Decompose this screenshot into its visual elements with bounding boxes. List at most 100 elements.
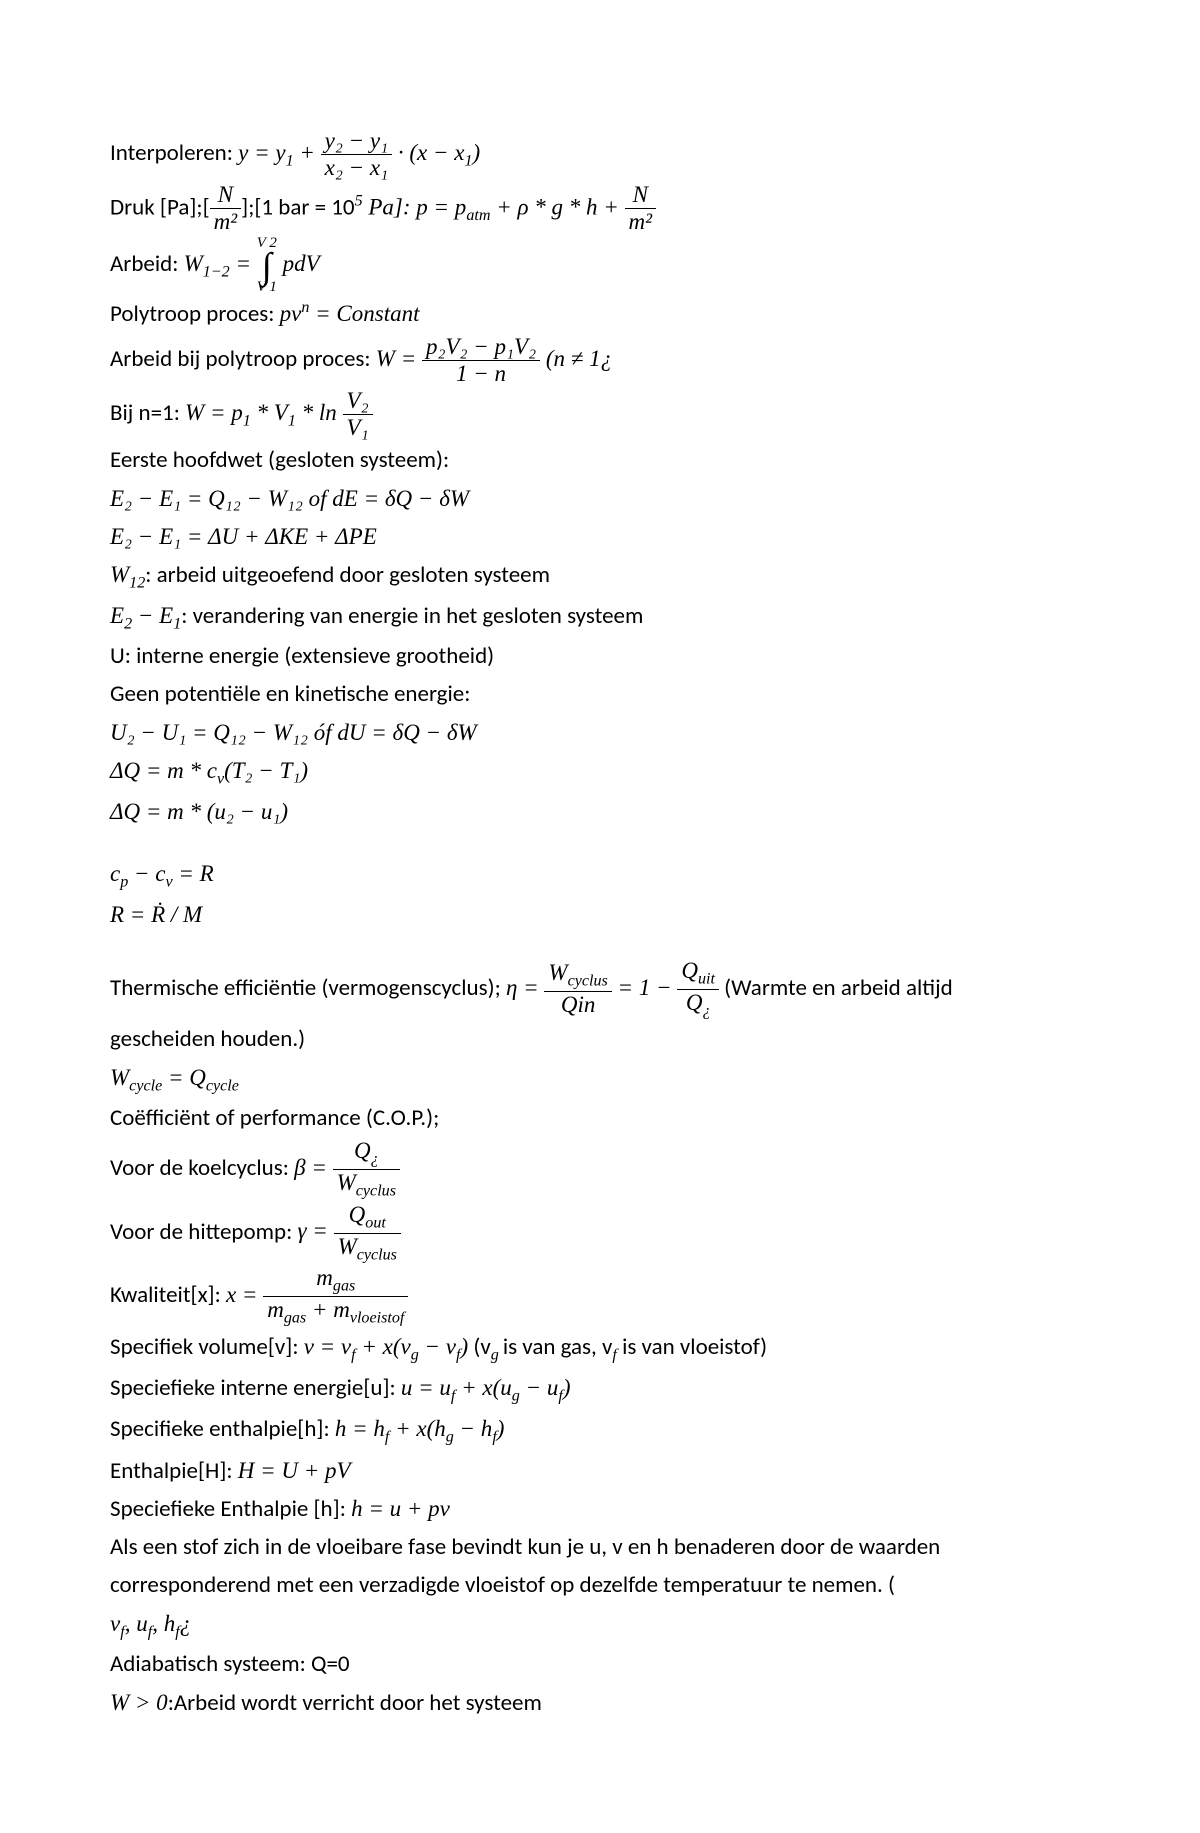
sub: 1 (464, 153, 472, 170)
line-eerste-hoofdwet: Eerste hoofdwet (gesloten systeem): (110, 442, 1090, 480)
text: : arbeid uitgeoefend door gesloten syste… (145, 561, 550, 589)
label: Specifiek volume[v]: (110, 1333, 304, 1361)
eq: H = U + pV (238, 1458, 351, 1483)
line-spec-enthalpie: Specifieke enthalpie[h]: h = hf + x(hg −… (110, 1410, 1090, 1451)
denominator: W (338, 1234, 357, 1259)
fraction: V₂V₁ (343, 388, 373, 442)
label: Voor de koelcyclus: (110, 1154, 294, 1182)
var: y (238, 140, 248, 165)
sub: cycle (129, 1078, 162, 1095)
var: β = (294, 1155, 332, 1180)
numerator: Q (349, 1202, 366, 1227)
sub: gas (284, 1310, 306, 1327)
plus: + ρ * g * h + (490, 194, 624, 219)
numerator: y₂ − y₁ (321, 128, 392, 155)
numerator: p₂V₂ − p₁V₂ (422, 334, 540, 361)
sub: 12 (129, 574, 145, 591)
line-spec-int-energie: Speciefieke interne energie[u]: u = uf +… (110, 1369, 1090, 1410)
close: ) (497, 1416, 505, 1441)
tail: ¿ (180, 1611, 192, 1636)
var: η = (506, 975, 544, 1000)
numerator: V₂ (343, 388, 373, 415)
mid: + x(v (356, 1334, 411, 1359)
numerator: m (316, 1265, 333, 1290)
sub: uit (698, 971, 715, 988)
line-adiabatisch: Adiabatisch systeem: Q=0 (110, 1646, 1090, 1684)
sub: out (365, 1214, 386, 1231)
var: v (110, 1611, 120, 1636)
line-specifiek-volume: Specifiek volume[v]: v = vf + x(vg − vf)… (110, 1328, 1090, 1369)
eq: = y (248, 140, 285, 165)
tail: (Warmte en arbeid altijd (719, 974, 953, 1002)
numerator: Q (354, 1138, 371, 1163)
tail: (n ≠ 1¿ (540, 346, 612, 371)
var: W = p (185, 400, 243, 425)
integral: V 2∫V 1 (257, 236, 277, 295)
eq: ]: p = p (394, 194, 466, 219)
label: Polytroop proces: (110, 300, 280, 328)
line-arbeid: Arbeid: W1−2 = V 2∫V 1 pdV (110, 236, 1090, 295)
numerator: Q (681, 958, 698, 983)
line-eq-e2e1: E₂ − E₁ = Q₁₂ − W₁₂ of dE = δQ − δW (110, 480, 1090, 518)
var: − c (128, 861, 165, 886)
tail: (T₂ − T₁) (224, 758, 308, 783)
text: ];[1 bar = 10 (241, 193, 354, 221)
line-w12: W12: arbeid uitgeoefend door gesloten sy… (110, 556, 1090, 597)
mid: * V (251, 400, 288, 425)
fraction: p₂V₂ − p₁V₂1 − n (422, 334, 540, 388)
line-kwaliteit: Kwaliteit[x]: x = mgasmgas + mvloeistof (110, 1265, 1090, 1328)
gap (110, 831, 1090, 855)
var: W > 0 (110, 1690, 168, 1715)
close: ) (563, 1375, 571, 1400)
sub: atm (466, 207, 490, 224)
line-polytroop: Polytroop proces: pvn = Constant (110, 295, 1090, 334)
line-interpoleren: Interpoleren: y = y1 + y₂ − y₁x₂ − x₁ · … (110, 128, 1090, 182)
sub: g (491, 1347, 503, 1364)
line-cop: Coëfficiënt of performance (C.O.P.); (110, 1100, 1090, 1138)
sub: 1 (286, 153, 294, 170)
label: Arbeid: (110, 250, 184, 278)
var: γ = (297, 1218, 333, 1243)
integrand: pdV (277, 251, 320, 276)
denominator: V₁ (343, 415, 373, 441)
integral-symbol: ∫ (257, 251, 277, 280)
sub: ¿ (702, 1003, 710, 1020)
mid: + x(h (389, 1416, 445, 1441)
fraction: Q¿Wcyclus (333, 1138, 400, 1201)
sub: gas (333, 1277, 355, 1294)
ln: * ln (296, 400, 343, 425)
text: is van vloeistof) (617, 1333, 767, 1361)
var: = R (173, 861, 214, 886)
line-als2: corresponderend met een verzadigde vloei… (110, 1567, 1090, 1605)
plus: + (294, 140, 321, 165)
var: − E (132, 603, 173, 628)
numerator: N (625, 182, 657, 209)
sub: cycle (206, 1078, 239, 1095)
fraction: mgasmgas + mvloeistof (263, 1265, 408, 1328)
fraction: QoutWcyclus (334, 1202, 401, 1265)
sub: 1 (243, 413, 251, 430)
line-hittepomp: Voor de hittepomp: γ = QoutWcyclus (110, 1202, 1090, 1265)
label: Speciefieke Enthalpie [h]: (110, 1495, 351, 1523)
fraction: y₂ − y₁x₂ − x₁ (321, 128, 392, 182)
var: u = u (401, 1375, 451, 1400)
mid: = 1 − (612, 975, 678, 1000)
line-enthalpie-H: Enthalpie[H]: H = U + pV (110, 1452, 1090, 1491)
document-page: Interpoleren: y = y1 + y₂ − y₁x₂ − x₁ · … (0, 0, 1200, 1833)
text: :Arbeid wordt verricht door het systeem (168, 1689, 542, 1717)
text: (v (468, 1333, 491, 1361)
denominator: m² (210, 209, 242, 235)
fraction: WcyclusQin (544, 960, 611, 1019)
line-vfufhf: vf, uf, hf¿ (110, 1605, 1090, 1646)
tail: · (x − x (392, 140, 464, 165)
sub: ¿ (371, 1151, 379, 1168)
denominator: x₂ − x₁ (321, 155, 392, 181)
label: Bij n=1: (110, 399, 185, 427)
gap (110, 934, 1090, 958)
var: E (110, 603, 124, 628)
text: : verandering van energie in het geslote… (181, 602, 643, 630)
fraction: Nm² (625, 182, 657, 236)
line-wcycle: Wcycle = Qcycle (110, 1059, 1090, 1100)
line-therm-eff: Thermische efficiëntie (vermogenscyclus)… (110, 958, 1090, 1021)
mid: − h (454, 1416, 493, 1441)
